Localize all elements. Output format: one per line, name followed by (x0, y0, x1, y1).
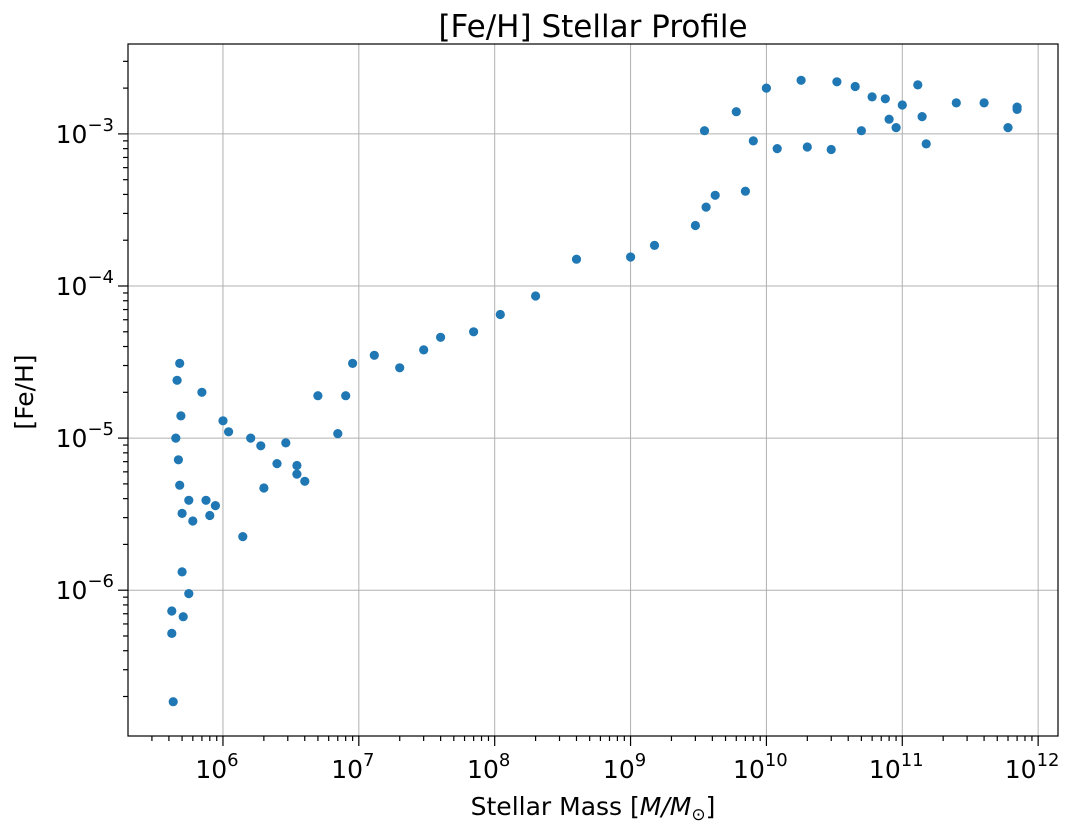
x-tick-label: 1011 (869, 750, 924, 784)
data-point (333, 429, 343, 439)
data-point (348, 358, 358, 368)
data-point (369, 350, 379, 360)
y-tick-label: 10−4 (56, 267, 114, 301)
data-point (171, 433, 181, 443)
data-point (761, 83, 772, 93)
data-point (740, 186, 751, 196)
data-point (867, 92, 877, 102)
data-point (175, 480, 185, 490)
data-point (897, 100, 907, 110)
data-point (218, 416, 228, 426)
data-point (531, 291, 541, 301)
data-point (246, 433, 256, 443)
x-tick-label: 107 (331, 750, 374, 784)
data-point (469, 327, 479, 337)
data-point (826, 144, 836, 155)
data-point (201, 495, 211, 505)
data-point (167, 606, 177, 616)
data-point (281, 438, 291, 448)
data-point (1003, 123, 1013, 133)
data-point (649, 240, 660, 250)
data-point (224, 427, 234, 437)
data-point (796, 75, 806, 85)
data-point (917, 112, 927, 122)
data-point (175, 358, 185, 368)
data-point (436, 332, 446, 342)
data-point (626, 252, 636, 262)
data-point (176, 411, 186, 421)
data-point (188, 516, 198, 526)
data-point (256, 441, 266, 451)
data-point (177, 508, 187, 518)
y-tick-label: 10−3 (56, 115, 114, 149)
data-point (951, 98, 961, 108)
data-point (748, 136, 758, 146)
data-point (272, 459, 282, 469)
data-point (772, 144, 782, 154)
data-point (341, 391, 351, 401)
data-point (238, 532, 248, 542)
data-point (173, 455, 183, 465)
data-point (690, 220, 701, 231)
data-point (172, 375, 182, 385)
data-point (921, 139, 931, 149)
data-point (832, 77, 842, 87)
x-tick-label: 1010 (733, 750, 788, 784)
data-point (979, 98, 989, 108)
data-point (495, 309, 505, 320)
data-point (699, 126, 710, 136)
data-point (850, 81, 860, 92)
x-tick-label: 1012 (1005, 750, 1060, 784)
data-point (178, 612, 188, 622)
data-point (313, 391, 323, 401)
plot-frame (127, 43, 1059, 737)
data-point (184, 495, 194, 505)
y-tick-label: 10−5 (56, 419, 114, 453)
data-point (884, 114, 894, 124)
data-point (856, 126, 867, 136)
grid-lines (128, 44, 1058, 736)
y-tick-label: 10−6 (56, 571, 114, 605)
data-point (701, 202, 711, 212)
data-point (880, 94, 890, 104)
data-point (802, 142, 812, 152)
y-axis-label: [Fe/H] (10, 354, 39, 429)
x-tick-label: 109 (603, 750, 646, 784)
data-point (710, 190, 720, 200)
data-point (205, 510, 215, 521)
data-point (300, 476, 310, 486)
x-axis-label: Stellar Mass [M/M⊙] (471, 792, 716, 825)
data-point (731, 107, 741, 117)
data-point (395, 363, 405, 373)
data-point (292, 469, 302, 479)
data-point (571, 254, 582, 264)
data-point (891, 123, 901, 133)
data-point (197, 387, 207, 397)
chart-title: [Fe/H] Stellar Profile (438, 9, 747, 45)
data-point (259, 483, 269, 493)
x-tick-label: 108 (467, 750, 510, 784)
data-point (210, 501, 220, 511)
data-point (167, 628, 177, 639)
data-point (1012, 102, 1022, 112)
x-tick-label: 106 (195, 750, 238, 784)
data-point (419, 345, 429, 355)
data-point (292, 460, 302, 471)
scatter-points (167, 75, 1022, 707)
data-point (168, 697, 178, 707)
data-point (913, 80, 923, 90)
data-point (177, 567, 187, 577)
data-point (184, 589, 194, 599)
axis-ticks: 106 107 108 109 1010 1011 1012 10−6 10−5 10−4 10−3 (56, 60, 1060, 784)
